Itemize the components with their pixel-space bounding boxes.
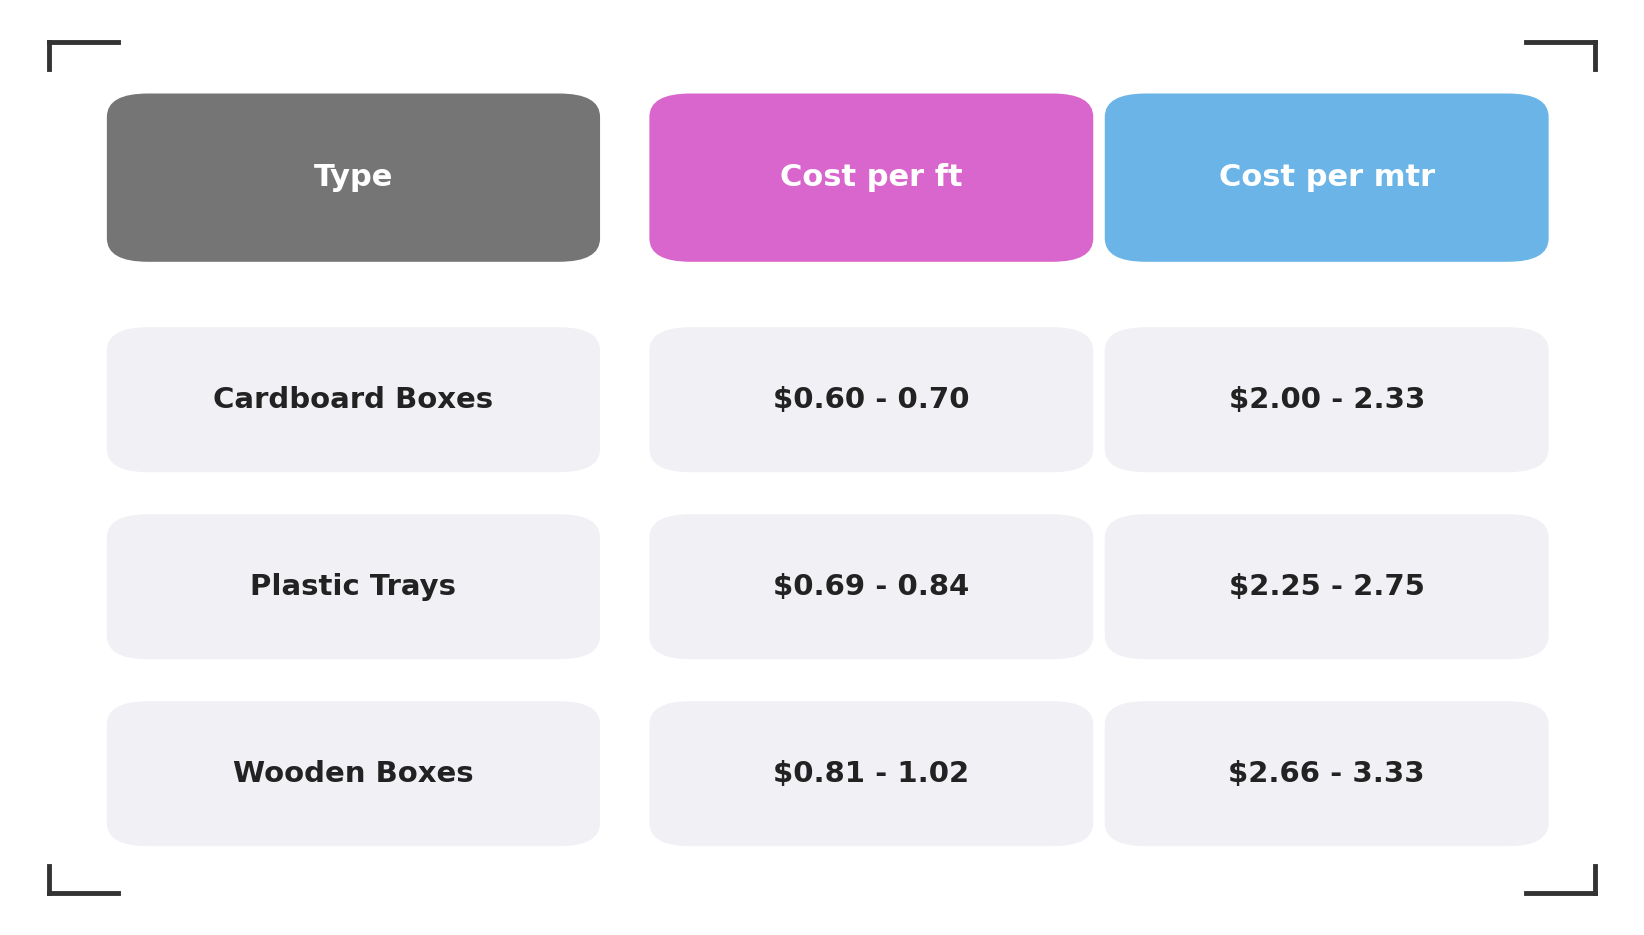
- Text: $0.60 - 0.70: $0.60 - 0.70: [773, 386, 970, 413]
- FancyBboxPatch shape: [649, 327, 1093, 472]
- FancyBboxPatch shape: [107, 514, 600, 659]
- FancyBboxPatch shape: [107, 327, 600, 472]
- FancyBboxPatch shape: [1105, 94, 1549, 262]
- Text: $2.00 - 2.33: $2.00 - 2.33: [1228, 386, 1425, 413]
- Text: Cost per mtr: Cost per mtr: [1218, 163, 1435, 193]
- Text: $0.81 - 1.02: $0.81 - 1.02: [773, 760, 970, 787]
- Text: Cost per ft: Cost per ft: [779, 163, 963, 193]
- Text: Type: Type: [314, 163, 393, 193]
- FancyBboxPatch shape: [107, 94, 600, 262]
- FancyBboxPatch shape: [649, 514, 1093, 659]
- FancyBboxPatch shape: [1105, 514, 1549, 659]
- FancyBboxPatch shape: [649, 701, 1093, 846]
- FancyBboxPatch shape: [1105, 327, 1549, 472]
- Text: Plastic Trays: Plastic Trays: [250, 573, 457, 600]
- FancyBboxPatch shape: [107, 701, 600, 846]
- Text: $2.66 - 3.33: $2.66 - 3.33: [1228, 760, 1425, 787]
- FancyBboxPatch shape: [1105, 701, 1549, 846]
- Text: $2.25 - 2.75: $2.25 - 2.75: [1228, 573, 1425, 600]
- Text: Cardboard Boxes: Cardboard Boxes: [214, 386, 493, 413]
- Text: Wooden Boxes: Wooden Boxes: [233, 760, 473, 787]
- Text: $0.69 - 0.84: $0.69 - 0.84: [773, 573, 970, 600]
- FancyBboxPatch shape: [649, 94, 1093, 262]
